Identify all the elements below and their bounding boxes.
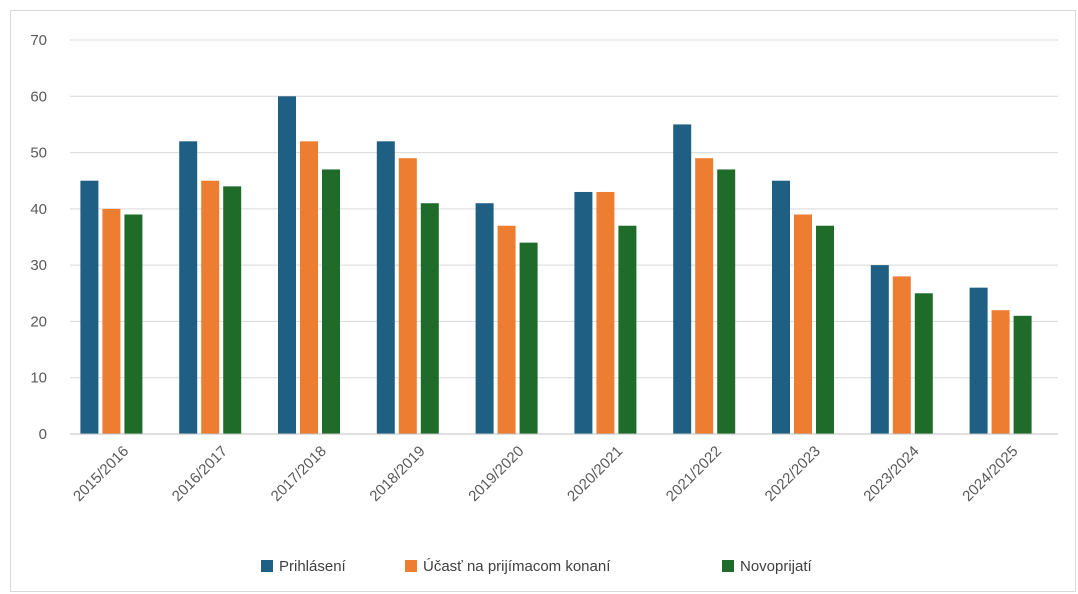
x-tick-label: 2018/2019 (366, 443, 428, 505)
bars (80, 96, 1032, 435)
y-tick-label: 70 (30, 32, 47, 49)
bar-prihl-sen- (772, 180, 790, 434)
bar-novoprijat- (618, 225, 637, 434)
y-tick-label: 10 (30, 370, 47, 387)
y-tick-label: 0 (39, 426, 47, 443)
bar-prihl-sen- (574, 191, 593, 434)
bar-prihl-sen- (179, 141, 198, 435)
x-tick-label: 2019/2020 (465, 443, 527, 505)
bar-novoprijat- (717, 169, 736, 434)
bar--as-na-prij-macom-konan- (991, 310, 1010, 434)
bar-prihl-sen- (969, 287, 988, 434)
bar--as-na-prij-macom-konan- (497, 225, 516, 434)
y-tick-label: 60 (30, 88, 47, 105)
bar--as-na-prij-macom-konan- (300, 141, 318, 435)
bar-prihl-sen- (80, 180, 99, 434)
bar-novoprijat- (223, 186, 242, 434)
bar-novoprijat- (816, 225, 834, 434)
bar-novoprijat- (420, 203, 439, 434)
bar-novoprijat- (322, 169, 340, 434)
bar-novoprijat- (519, 242, 538, 434)
legend-swatch (261, 560, 273, 572)
bar--as-na-prij-macom-konan- (695, 158, 714, 434)
legend-label: Prihlásení (279, 558, 347, 575)
legend-swatch (405, 560, 417, 572)
x-tick-label: 2022/2023 (762, 443, 824, 505)
bar-prihl-sen- (278, 96, 296, 435)
y-axis-ticks: 0 10 20 30 40 50 60 70 (30, 32, 47, 443)
x-tick-label: 2024/2025 (959, 443, 1021, 505)
bar--as-na-prij-macom-konan- (892, 276, 911, 434)
bar-prihl-sen- (376, 141, 395, 435)
y-tick-label: 40 (30, 201, 47, 218)
bar--as-na-prij-macom-konan- (102, 208, 121, 434)
bar-novoprijat- (1013, 315, 1032, 434)
legend: Prihlásení Účasť na prijímacom konaní Novo… (261, 558, 813, 575)
bar-prihl-sen- (673, 124, 692, 434)
x-tick-label: 2016/2017 (169, 443, 231, 505)
bar-prihl-sen- (475, 203, 494, 434)
y-tick-label: 30 (30, 257, 47, 274)
bar-prihl-sen- (870, 265, 889, 434)
x-tick-label: 2015/2016 (70, 443, 132, 505)
x-tick-label: 2020/2021 (564, 443, 626, 505)
legend-label: Účasť na prijímacom konaní (423, 558, 611, 575)
bar--as-na-prij-macom-konan- (201, 180, 220, 434)
y-tick-label: 50 (30, 145, 47, 162)
legend-swatch (722, 560, 734, 572)
x-tick-label: 2021/2022 (663, 443, 725, 505)
bar--as-na-prij-macom-konan- (794, 214, 812, 434)
bar-novoprijat- (124, 214, 143, 434)
x-tick-label: 2023/2024 (860, 443, 922, 505)
bar-novoprijat- (914, 293, 933, 434)
legend-label: Novoprijatí (740, 558, 813, 575)
bar--as-na-prij-macom-konan- (596, 191, 615, 434)
x-axis-ticks: 2015/2016 2016/2017 2017/2018 2018/2019 2019… (70, 443, 1021, 505)
y-tick-label: 20 (30, 313, 47, 330)
x-tick-label: 2017/2018 (268, 443, 330, 505)
bar--as-na-prij-macom-konan- (398, 158, 417, 434)
